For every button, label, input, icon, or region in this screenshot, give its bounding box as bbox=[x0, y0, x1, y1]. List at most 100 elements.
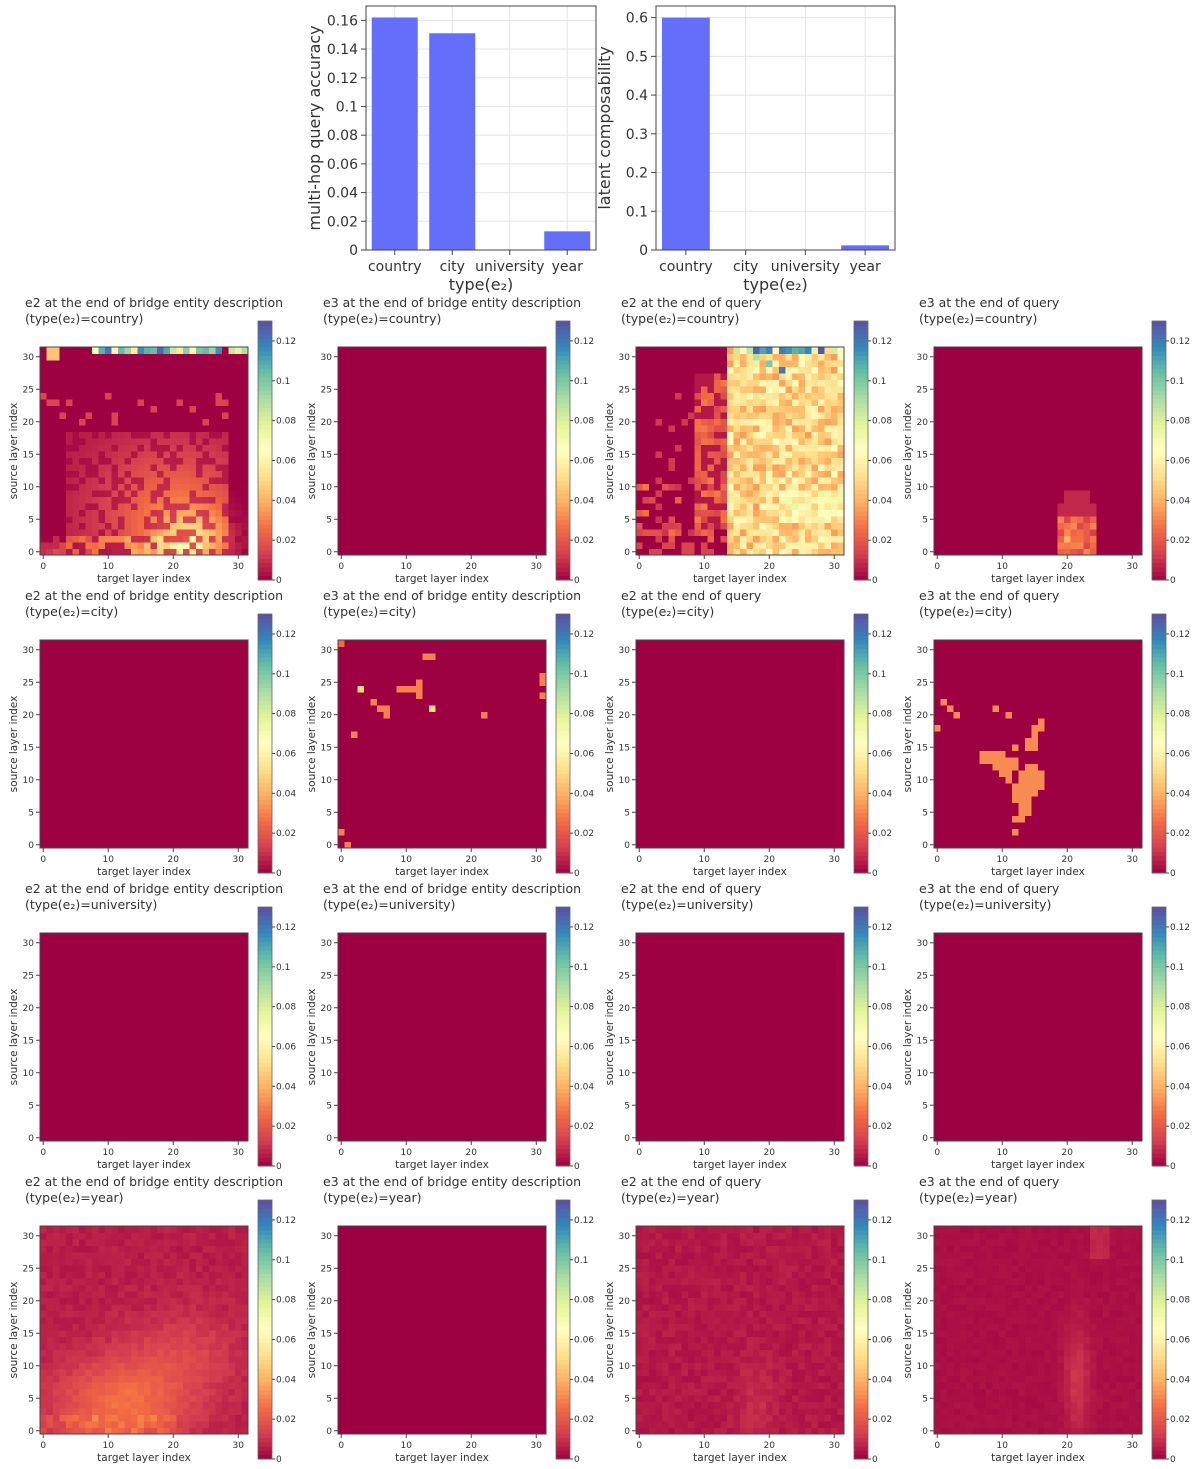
x-tick-label: year bbox=[552, 259, 583, 275]
heatmap-cell bbox=[701, 496, 708, 504]
heatmap-cell bbox=[474, 379, 482, 387]
colorbar-segment bbox=[258, 571, 272, 577]
heatmap-cell bbox=[461, 438, 469, 445]
heatmap-cell bbox=[753, 418, 760, 426]
heatmap-cell bbox=[1025, 418, 1032, 426]
heatmap-cell bbox=[727, 386, 734, 393]
heatmap-cell bbox=[1103, 425, 1110, 432]
heatmap-cell bbox=[53, 809, 60, 816]
heatmap-cell bbox=[966, 457, 974, 465]
heatmap-cell bbox=[694, 379, 702, 387]
heatmap-cell bbox=[934, 412, 941, 419]
heatmap-cell bbox=[785, 509, 793, 517]
heatmap-cell bbox=[831, 542, 838, 549]
heatmap-cell bbox=[85, 347, 93, 354]
heatmap-cell bbox=[953, 425, 961, 432]
heatmap-cell bbox=[740, 477, 747, 484]
heatmap-cell bbox=[500, 405, 508, 413]
heatmap-cell bbox=[1005, 522, 1013, 530]
heatmap-cell bbox=[235, 366, 242, 374]
colorbar-segment bbox=[854, 346, 868, 352]
heatmap-cell bbox=[1064, 542, 1071, 549]
heatmap-cell bbox=[442, 490, 449, 497]
heatmap-cell bbox=[66, 841, 73, 849]
heatmap-cell bbox=[1096, 457, 1104, 465]
heatmap-cell bbox=[973, 379, 980, 387]
heatmap-cell bbox=[448, 464, 456, 471]
panel-subtitle: (type(e₂)=country) bbox=[25, 311, 143, 326]
heatmap-cell bbox=[694, 522, 702, 530]
heatmap-cell bbox=[344, 457, 352, 465]
colorbar-segment bbox=[854, 519, 868, 525]
heatmap-cell bbox=[170, 822, 177, 829]
heatmap-cell bbox=[105, 542, 112, 549]
heatmap-cell bbox=[1031, 464, 1039, 471]
heatmap-cell bbox=[688, 548, 695, 556]
heatmap-cell bbox=[507, 379, 514, 387]
heatmap-cell bbox=[934, 347, 941, 354]
heatmap-cell bbox=[1090, 438, 1097, 445]
heatmap-cell bbox=[390, 412, 397, 419]
heatmap-cell bbox=[979, 490, 987, 497]
heatmap-cell bbox=[1103, 360, 1110, 367]
heatmap-cell bbox=[973, 535, 980, 543]
heatmap-cell bbox=[798, 470, 806, 478]
heatmap-cell bbox=[357, 464, 365, 471]
heatmap-cell bbox=[215, 503, 223, 510]
heatmap-cell bbox=[694, 392, 702, 400]
heatmap-cell bbox=[461, 431, 469, 439]
heatmap-cell bbox=[1064, 470, 1071, 478]
heatmap-cell bbox=[105, 529, 112, 536]
heatmap-cell bbox=[805, 503, 812, 510]
heatmap-cell bbox=[396, 438, 404, 445]
heatmap-cell bbox=[1018, 548, 1026, 556]
x-axis-label: target layer index bbox=[395, 573, 489, 585]
heatmap-cell bbox=[79, 763, 86, 771]
heatmap-cell bbox=[157, 405, 164, 413]
heatmap-cell bbox=[46, 763, 54, 771]
heatmap-cell bbox=[818, 483, 825, 491]
heatmap-cell bbox=[973, 353, 980, 361]
heatmap-cell bbox=[487, 431, 495, 439]
heatmap-cell bbox=[344, 535, 352, 543]
heatmap-cell bbox=[966, 522, 974, 530]
heatmap-cell bbox=[727, 438, 734, 445]
heatmap-cell bbox=[1025, 496, 1032, 504]
heatmap-cell bbox=[642, 496, 650, 504]
heatmap-cell bbox=[202, 802, 210, 810]
heatmap-cell bbox=[170, 386, 177, 393]
heatmap-cell bbox=[370, 379, 378, 387]
heatmap-cell bbox=[714, 373, 721, 380]
heatmap-cell bbox=[1005, 451, 1013, 458]
heatmap-cell bbox=[448, 470, 456, 478]
heatmap-cell bbox=[1031, 379, 1039, 387]
heatmap-cell bbox=[461, 509, 469, 517]
heatmap-cell bbox=[1109, 444, 1117, 452]
heatmap-cell bbox=[811, 516, 819, 523]
heatmap-cell bbox=[798, 418, 806, 426]
heatmap-cell bbox=[442, 353, 449, 361]
heatmap-cell bbox=[714, 451, 721, 458]
colorbar-segment bbox=[556, 497, 570, 503]
heatmap-cell bbox=[383, 451, 391, 458]
heatmap-cell bbox=[183, 496, 190, 504]
heatmap-cell bbox=[111, 360, 119, 367]
heatmap-cell bbox=[753, 483, 760, 491]
heatmap-cell bbox=[209, 815, 216, 823]
heatmap-cell bbox=[222, 548, 229, 556]
heatmap-cell bbox=[228, 464, 236, 471]
heatmap-cell bbox=[785, 392, 793, 400]
colorbar bbox=[1152, 321, 1166, 581]
heatmap-cell bbox=[448, 496, 456, 504]
heatmap-cell bbox=[163, 789, 171, 797]
heatmap-cell bbox=[416, 418, 423, 426]
heatmap-cell bbox=[118, 802, 125, 810]
heatmap-cell bbox=[66, 379, 73, 387]
heatmap-cell bbox=[681, 353, 689, 361]
heatmap-cell bbox=[1025, 457, 1032, 465]
heatmap-cell bbox=[59, 451, 67, 458]
heatmap-cell bbox=[170, 366, 177, 374]
heatmap-cell bbox=[1116, 444, 1123, 452]
heatmap-cell bbox=[727, 503, 734, 510]
heatmap-cell bbox=[1070, 496, 1078, 504]
